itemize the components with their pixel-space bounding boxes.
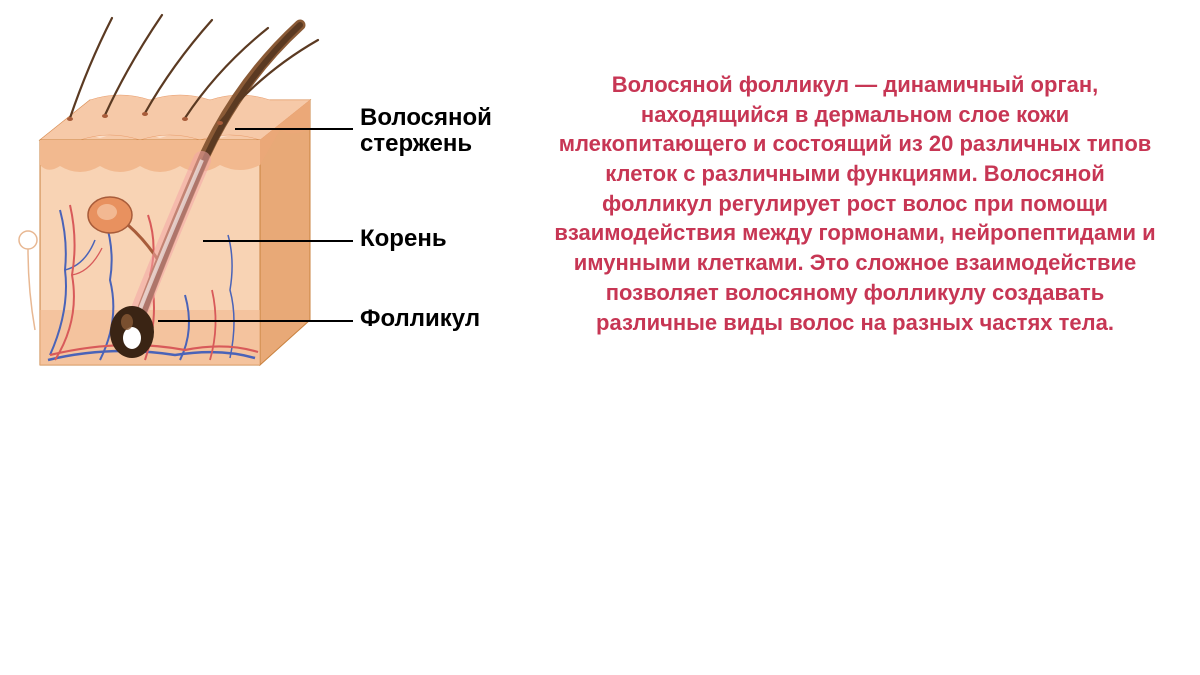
description-text: Волосяной фолликул — динамичный орган, н… [550,70,1160,337]
diagram-area: Волосяной стержень Корень Фолликул [0,0,540,675]
label-line-follicle [158,320,353,322]
label-follicle: Фолликул [360,306,480,332]
page-container: Волосяной стержень Корень Фолликул Волос… [0,0,1200,675]
text-area: Волосяной фолликул — динамичный орган, н… [540,0,1200,675]
label-root: Корень [360,226,447,252]
skin-cube-illustration [10,10,340,405]
label-line-hair-shaft [235,128,353,130]
label-hair-shaft: Волосяной стержень [360,105,492,158]
label-line-root [203,240,353,242]
